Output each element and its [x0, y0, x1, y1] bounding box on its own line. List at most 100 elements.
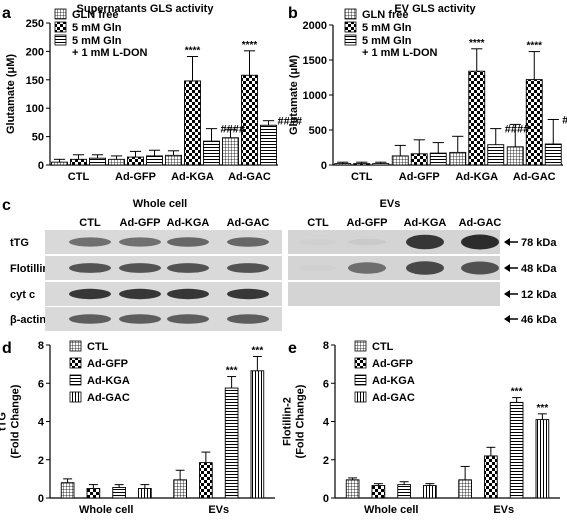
y-axis-label: Glutamate (μM) — [5, 54, 17, 134]
lane-label: CTL — [79, 217, 101, 229]
x-tick-label: CTL — [351, 171, 373, 183]
y-axis-label: Flotillin-2 — [282, 397, 294, 446]
legend-swatch — [344, 8, 357, 20]
blot-band — [167, 288, 209, 300]
blot-strip — [288, 307, 500, 331]
significance-label: *** — [511, 387, 523, 398]
bar — [484, 455, 498, 499]
bar — [108, 158, 125, 166]
blot-band — [167, 263, 209, 273]
legend-label: CTL — [87, 341, 109, 353]
x-tick-label: Whole cell — [79, 504, 133, 516]
panel-b-title: EV GLS activity — [394, 3, 476, 15]
y-tick-label: 2 — [323, 455, 329, 467]
bar — [506, 146, 524, 166]
bar — [70, 158, 87, 166]
panel-d: d 0 2 4 6 8 tTG (Fold Change) Whole cell EVs *** *… — [0, 340, 275, 516]
y-tick-label: 8 — [38, 340, 44, 352]
blot-band — [406, 234, 444, 250]
significance-label: **** — [469, 38, 485, 49]
lane-label: CTL — [307, 217, 329, 229]
panel-letter-b: b — [288, 5, 298, 22]
bar — [423, 485, 437, 499]
y-axis-label: Glutamate (μM) — [288, 55, 300, 135]
bar — [410, 153, 428, 166]
bar — [509, 401, 524, 499]
legend-label: CTL — [372, 341, 394, 353]
y-axis-label: (Fold Change) — [295, 384, 307, 458]
blot-band — [119, 237, 161, 247]
bar — [89, 157, 106, 166]
y-axis-label: (Fold Change) — [10, 384, 22, 458]
panel-e: e 0 2 4 6 8 Flotillin-2 (Fold Change) Whole cel… — [282, 340, 560, 516]
bar — [260, 124, 277, 166]
bar — [60, 482, 75, 499]
legend-label: 5 mM Gln — [72, 35, 122, 47]
bar — [86, 487, 101, 499]
legend-swatch — [54, 8, 67, 20]
legend-label: 5 mM Gln — [362, 22, 412, 34]
y-tick-label: 2 — [38, 455, 44, 467]
bar — [429, 152, 447, 166]
legend-label: GLN free — [362, 9, 408, 21]
legend-label: + 1 mM L-DON — [72, 47, 148, 59]
legend-label: Ad-KGA — [87, 375, 130, 387]
blot-band — [299, 265, 337, 271]
x-tick-label: Ad-GAC — [228, 171, 271, 183]
bar — [222, 137, 239, 166]
y-tick-label: 4 — [323, 417, 330, 429]
bar — [203, 140, 220, 166]
marker-arrowhead — [504, 238, 510, 246]
x-tick-label: Ad-GFP — [399, 171, 440, 183]
y-tick-label: 0 — [38, 160, 44, 172]
lane-label: Ad-GFP — [347, 217, 388, 229]
x-tick-label: EVs — [493, 504, 514, 516]
chart-a: 0 50 100 150 200 250 Glutamate (μM) CTL Ad-GFP Ad… — [5, 8, 302, 183]
marker-label: 48 kDa — [521, 263, 557, 275]
bar — [250, 370, 265, 499]
chart-d: 0 2 4 6 8 tTG (Fold Change) Whole cell EVs *** ***… — [0, 340, 275, 516]
marker-label: 12 kDa — [521, 289, 557, 301]
x-tick-label: Ad-KGA — [455, 171, 498, 183]
bar — [184, 80, 201, 166]
marker-arrowhead — [504, 290, 510, 298]
panel-letter-c: c — [2, 197, 11, 214]
y-tick-label: 6 — [323, 378, 329, 390]
bar — [334, 163, 352, 166]
panel-b: b EV GLS activity 0 500 1000 1500 2000 Glutam… — [288, 3, 567, 183]
bar — [372, 163, 390, 166]
bar — [397, 484, 411, 499]
blot-band — [227, 263, 269, 273]
bar — [199, 462, 213, 499]
lane-label: Ad-GAC — [459, 217, 502, 229]
bar — [544, 143, 562, 166]
legend-swatch — [354, 391, 367, 403]
bar — [535, 419, 550, 499]
legend-swatch — [354, 374, 367, 386]
significance-label: *** — [226, 366, 238, 377]
blot-band — [348, 238, 386, 246]
blot-whole-cell-title: Whole cell — [133, 198, 187, 210]
legend-label: GLN free — [72, 9, 118, 21]
y-tick-label: 200 — [26, 46, 44, 58]
bar — [345, 479, 360, 499]
blot-band — [461, 234, 499, 250]
significance-label: #### — [505, 124, 529, 136]
lane-label: Ad-GAC — [227, 217, 270, 229]
x-tick-label: EVs — [208, 504, 229, 516]
legend-swatch — [344, 21, 357, 33]
y-tick-label: 8 — [323, 340, 329, 352]
significance-label: *** — [537, 403, 549, 414]
blot-evs-title: EVs — [380, 198, 401, 210]
blot-band — [227, 237, 269, 247]
blot-band — [167, 237, 209, 247]
legend-label: Ad-GFP — [87, 358, 128, 370]
bar — [224, 387, 239, 499]
marker-arrowhead — [504, 315, 510, 323]
blot-band — [119, 314, 161, 324]
y-tick-label: 250 — [26, 18, 44, 30]
bar — [468, 70, 486, 166]
y-tick-label: 0 — [38, 493, 44, 505]
legend-swatch — [354, 340, 367, 352]
